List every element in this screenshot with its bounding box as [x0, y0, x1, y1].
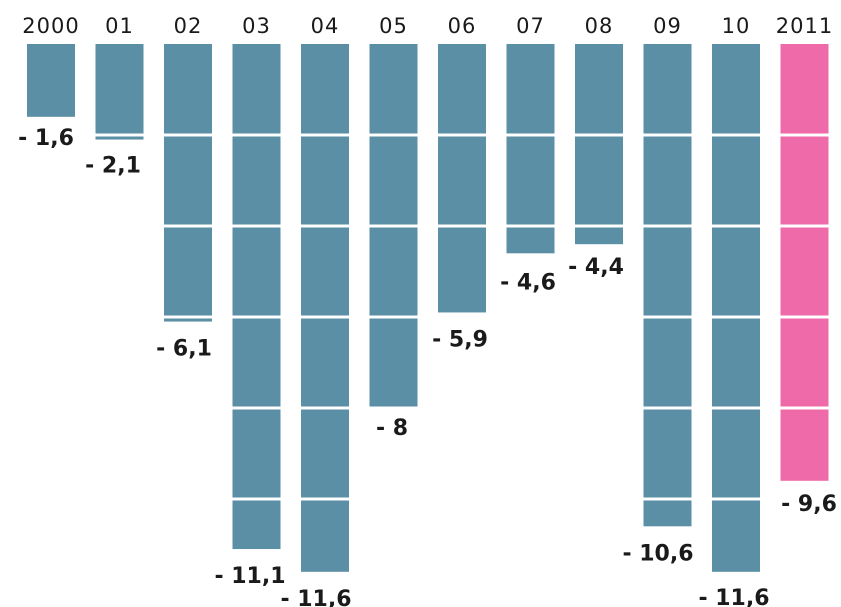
year-label-03: 03	[242, 14, 271, 38]
bar-07	[506, 44, 555, 254]
value-label-03: - 11,1	[214, 564, 285, 589]
value-label-04: - 11,6	[280, 587, 351, 607]
bar-06	[438, 44, 486, 313]
value-label-02: - 6,1	[156, 337, 212, 362]
value-label-07: - 4,6	[500, 270, 556, 295]
value-label-09: - 10,6	[622, 541, 693, 566]
grid-layer	[20, 133, 830, 501]
bar-04	[301, 44, 349, 572]
bar-10	[712, 44, 760, 572]
year-label-09: 09	[653, 14, 682, 38]
value-label-10: - 11,6	[698, 586, 769, 607]
year-label-04: 04	[311, 14, 340, 38]
value-label-08: - 4,4	[568, 255, 624, 280]
value-label-06: - 5,9	[432, 327, 488, 352]
bar-08	[575, 44, 623, 245]
year-label-08: 08	[585, 14, 614, 38]
year-label-02: 02	[174, 14, 203, 38]
year-label-10: 10	[722, 14, 751, 38]
value-label-01: - 2,1	[85, 154, 141, 179]
bar-03	[232, 44, 281, 550]
year-label-07: 07	[516, 14, 545, 38]
year-label-06: 06	[448, 14, 477, 38]
bar-2011	[780, 44, 829, 481]
value-label-2000: - 1,6	[18, 126, 74, 151]
value-label-05: - 8	[376, 416, 408, 441]
bar-01	[95, 44, 144, 140]
year-label-05: 05	[379, 14, 408, 38]
value-label-2011: - 9,6	[781, 492, 837, 517]
bar-02	[164, 44, 212, 322]
year-label-01: 01	[105, 14, 134, 38]
year-label-2011: 2011	[776, 14, 833, 38]
year-label-2000: 2000	[22, 14, 79, 38]
bar-2000	[27, 44, 75, 117]
labels-layer: 2000 - 1,6 01 - 2,1 02 - 6,1 03 - 11,1 04 - 11,6 0…	[18, 14, 837, 607]
bars-layer	[27, 44, 829, 572]
bar-09	[643, 44, 692, 527]
